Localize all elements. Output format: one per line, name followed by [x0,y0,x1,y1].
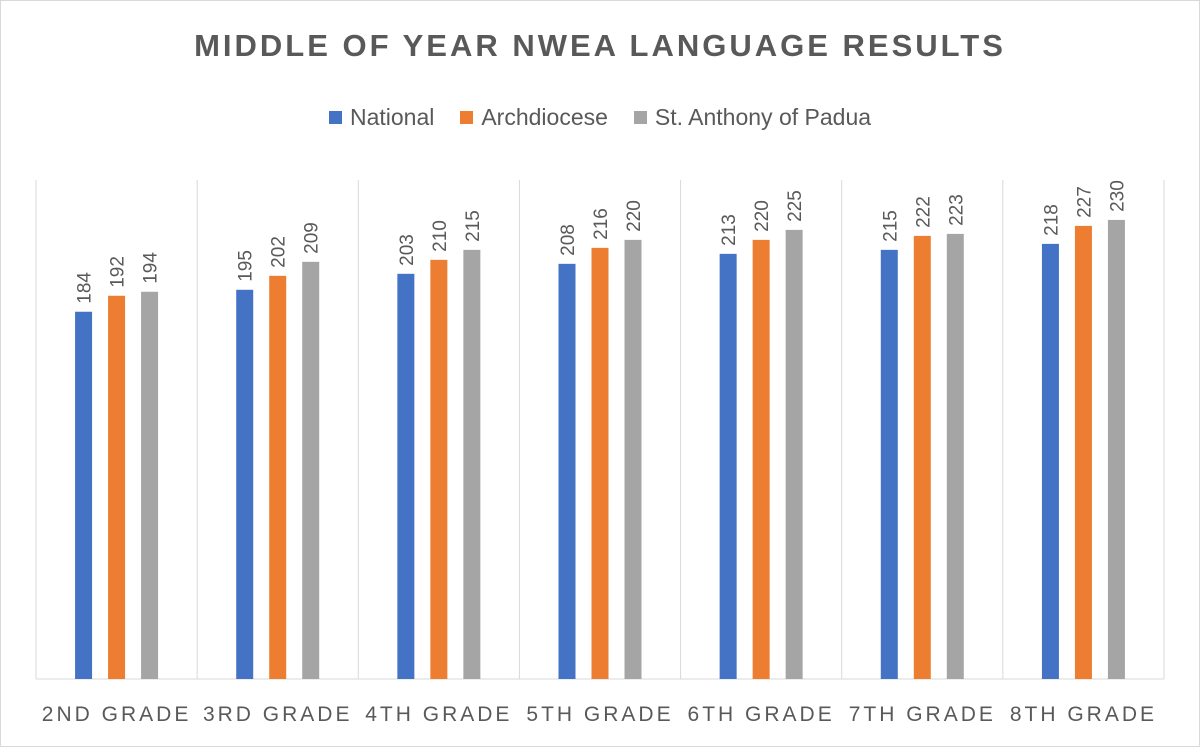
data-label: 220 [752,200,773,232]
data-label: 202 [269,236,290,268]
legend-label-archdiocese: Archdiocese [481,104,608,130]
data-label: 218 [1041,204,1062,236]
data-label: 209 [302,222,323,254]
data-label: 194 [141,252,162,284]
bar [1107,219,1125,680]
legend-swatch-national [328,111,342,124]
bar [913,235,931,679]
legend-label-national: National [349,104,435,130]
bar [269,275,287,679]
data-label: 222 [913,196,934,228]
bar [236,289,254,679]
legend-item-st-anthony: St. Anthony of Padua [633,104,872,131]
legend-item-national: National [328,104,435,131]
bar [1074,225,1092,679]
data-label: 213 [719,214,740,246]
data-label: 225 [785,190,806,222]
bar [75,311,93,679]
chart-legend: National Archdiocese St. Anthony of Padu… [0,104,1200,131]
bar [108,295,126,679]
bar [752,239,770,679]
bar [946,233,964,679]
x-tick-label: 4TH GRADE [365,703,512,726]
data-label: 227 [1074,186,1095,218]
bar [397,273,415,679]
data-label: 230 [1107,180,1128,212]
legend-label-st-anthony: St. Anthony of Padua [654,104,872,130]
bar [1041,243,1059,679]
data-label: 215 [463,210,484,242]
legend-item-archdiocese: Archdiocese [460,104,608,131]
bar [141,291,159,679]
data-label: 220 [624,200,645,232]
data-label: 215 [880,210,901,242]
bar [719,253,737,680]
x-tick-label: 3RD GRADE [203,703,353,726]
x-tick-label: 7TH GRADE [849,703,996,726]
data-label: 208 [558,224,579,256]
bar [430,259,448,679]
data-label: 216 [591,208,612,240]
x-tick-label: 8TH GRADE [1010,703,1157,726]
bar [463,249,481,680]
x-tick-label: 6TH GRADE [688,703,835,726]
legend-swatch-archdiocese [460,111,474,124]
data-label: 195 [236,250,257,282]
x-tick-label: 5TH GRADE [526,703,673,726]
chart-title: MIDDLE OF YEAR NWEA LANGUAGE RESULTS [194,28,1006,63]
data-label: 203 [397,234,418,266]
bar [558,263,576,679]
data-label: 184 [75,272,96,304]
data-label: 192 [108,256,129,288]
data-label: 210 [430,220,451,252]
bar [624,239,642,679]
x-tick-label: 2ND GRADE [42,703,192,726]
legend-swatch-st-anthony [633,111,647,124]
bar [591,247,609,679]
bar [880,249,898,680]
bar [302,261,320,679]
data-label: 223 [946,194,967,226]
bar [785,229,803,679]
